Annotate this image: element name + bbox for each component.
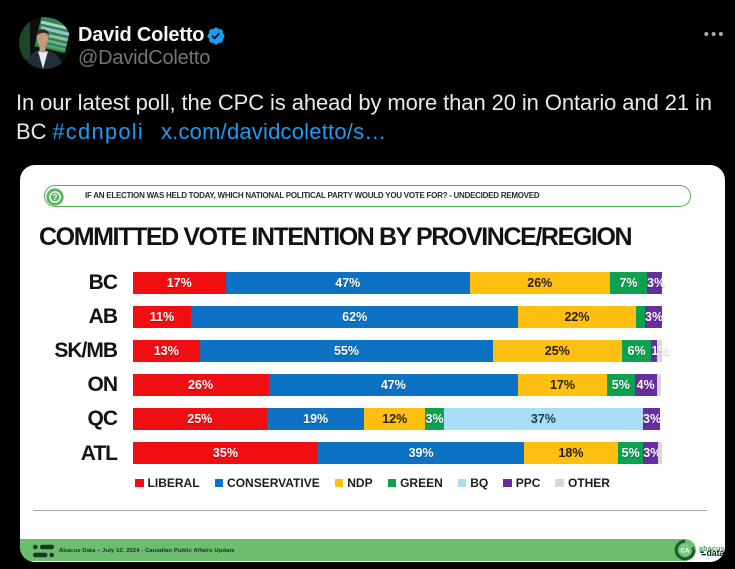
svg-text:CA: CA bbox=[681, 549, 690, 555]
svg-text:?: ? bbox=[52, 193, 57, 202]
